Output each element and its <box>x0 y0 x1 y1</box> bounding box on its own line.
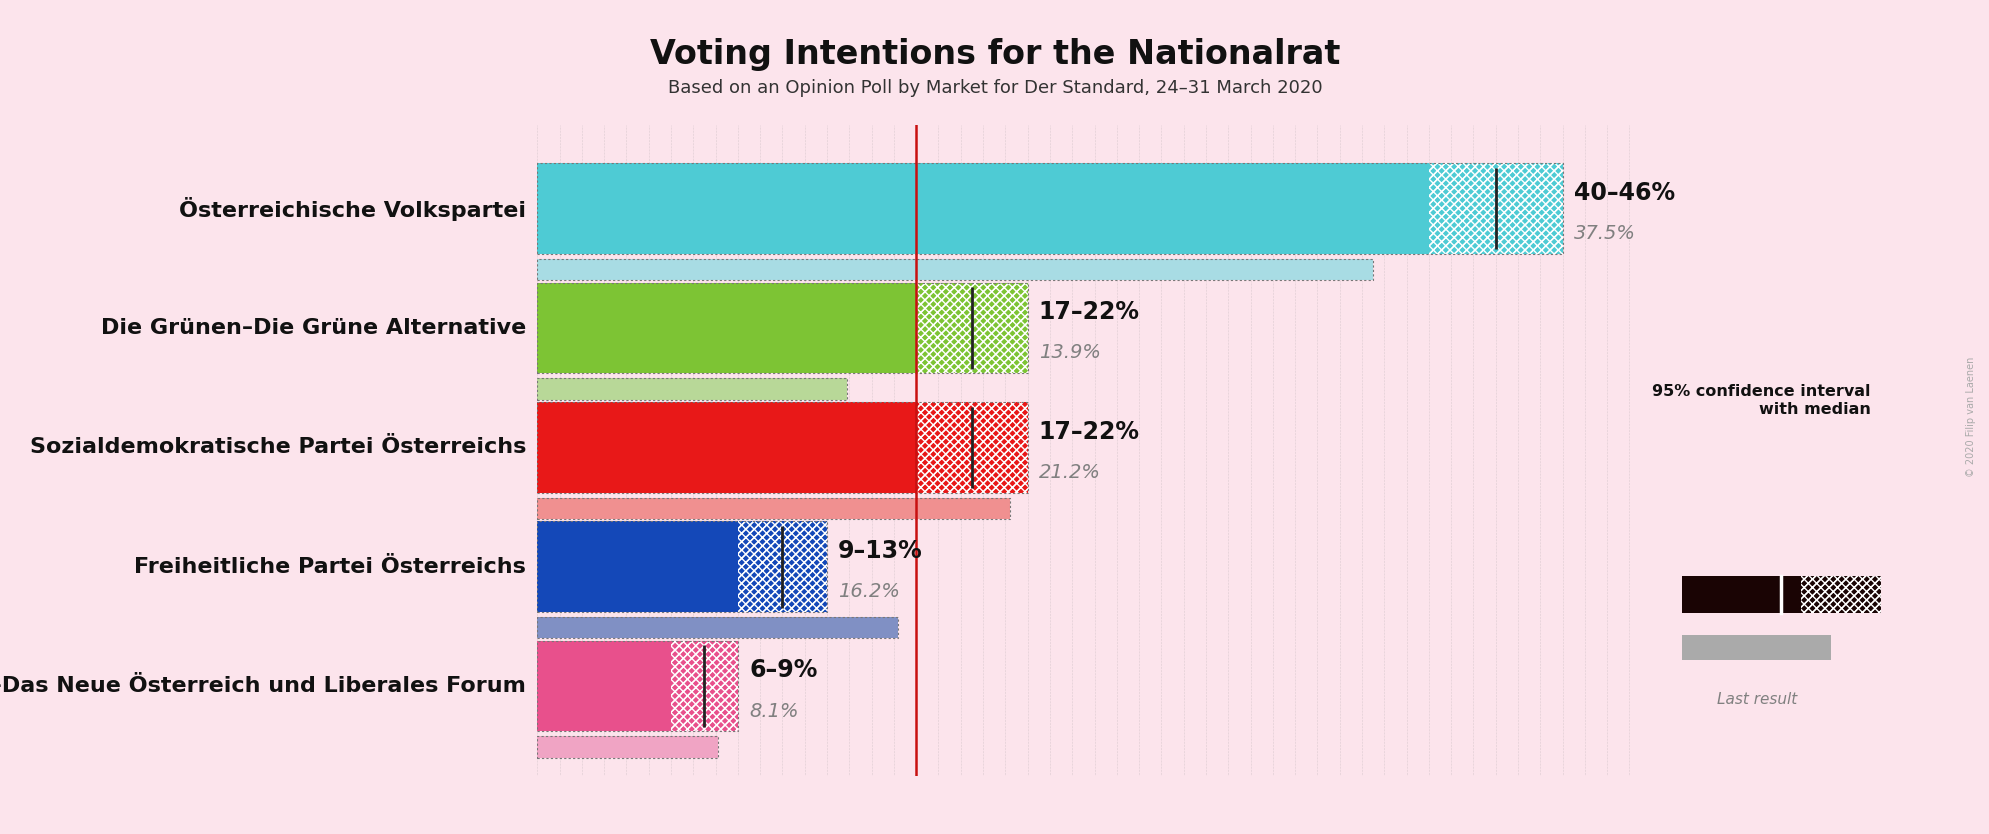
Bar <box>915 402 1026 493</box>
Bar <box>670 641 738 731</box>
Bar <box>915 402 1026 493</box>
Bar <box>1800 576 1880 612</box>
Text: 21.2%: 21.2% <box>1038 463 1100 482</box>
Bar <box>537 259 1372 280</box>
Bar <box>537 283 915 374</box>
Text: © 2020 Filip van Laenen: © 2020 Filip van Laenen <box>1965 357 1975 477</box>
Text: Last result: Last result <box>1717 692 1796 707</box>
Bar <box>1681 635 1830 660</box>
Bar <box>915 402 1026 493</box>
Bar <box>537 163 1428 254</box>
Bar <box>1800 576 1880 612</box>
Text: 95% confidence interval
with median: 95% confidence interval with median <box>1651 384 1870 416</box>
Bar <box>537 498 1008 519</box>
Bar <box>738 521 827 612</box>
Bar <box>537 521 827 612</box>
Bar <box>537 641 738 731</box>
Bar <box>1428 163 1561 254</box>
Bar <box>537 617 897 638</box>
Bar <box>670 641 738 731</box>
Bar <box>537 736 718 758</box>
Bar <box>537 378 847 399</box>
Bar <box>1428 163 1561 254</box>
Bar <box>537 378 847 399</box>
Text: 17–22%: 17–22% <box>1038 300 1140 324</box>
Bar <box>537 259 1372 280</box>
Bar <box>537 641 670 731</box>
Bar <box>537 163 1561 254</box>
Bar <box>1681 576 1800 612</box>
Text: 9–13%: 9–13% <box>837 539 923 563</box>
Text: 37.5%: 37.5% <box>1573 224 1635 243</box>
Bar <box>1428 163 1561 254</box>
Text: Based on an Opinion Poll by Market for Der Standard, 24–31 March 2020: Based on an Opinion Poll by Market for D… <box>668 79 1321 98</box>
Text: Die Grünen–Die Grüne Alternative: Die Grünen–Die Grüne Alternative <box>101 318 525 338</box>
Text: 17–22%: 17–22% <box>1038 420 1140 444</box>
Text: 40–46%: 40–46% <box>1573 181 1675 205</box>
Text: Freiheitliche Partei Österreichs: Freiheitliche Partei Österreichs <box>133 557 525 577</box>
Text: 16.2%: 16.2% <box>837 582 899 601</box>
Bar <box>537 736 718 758</box>
Bar <box>915 283 1026 374</box>
Bar <box>915 283 1026 374</box>
Text: 6–9%: 6–9% <box>748 658 817 682</box>
Bar <box>537 498 1008 519</box>
Bar <box>537 617 897 638</box>
Text: Österreichische Volkspartei: Österreichische Volkspartei <box>179 197 525 221</box>
Bar <box>537 283 1026 374</box>
Text: Voting Intentions for the Nationalrat: Voting Intentions for the Nationalrat <box>650 38 1339 71</box>
Bar <box>738 521 827 612</box>
Bar <box>915 283 1026 374</box>
Bar <box>537 402 1026 493</box>
Text: 13.9%: 13.9% <box>1038 344 1100 363</box>
Text: NEOS–Das Neue Österreich und Liberales Forum: NEOS–Das Neue Österreich und Liberales F… <box>0 676 525 696</box>
Bar <box>670 641 738 731</box>
Bar <box>1800 576 1880 612</box>
Bar <box>537 402 915 493</box>
Text: Sozialdemokratische Partei Österreichs: Sozialdemokratische Partei Österreichs <box>30 437 525 457</box>
Text: 8.1%: 8.1% <box>748 701 798 721</box>
Bar <box>537 521 738 612</box>
Bar <box>738 521 827 612</box>
